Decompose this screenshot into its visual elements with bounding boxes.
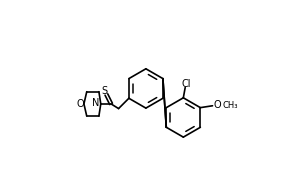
Text: CH₃: CH₃: [222, 101, 238, 110]
Text: O: O: [213, 100, 221, 110]
Text: S: S: [102, 86, 108, 96]
Text: Cl: Cl: [181, 79, 191, 89]
Text: N: N: [92, 98, 99, 108]
Text: O: O: [77, 99, 84, 109]
